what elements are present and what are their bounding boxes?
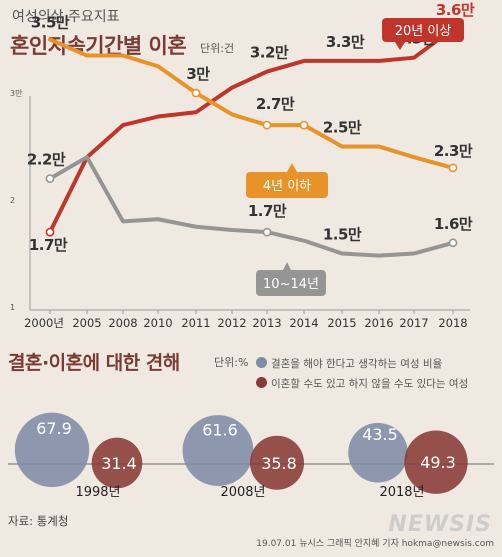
- chart2-title: 결혼·이혼에 대한 견해: [8, 352, 180, 374]
- data-label: 3.6만: [436, 1, 475, 19]
- bubble-year-label: 1998년: [75, 485, 120, 500]
- data-label: 1.7만: [248, 202, 287, 220]
- series-line-2: [48, 155, 455, 258]
- series-tag-label: 4년 이하: [263, 179, 311, 194]
- data-label: 3.3만: [326, 33, 365, 51]
- series-point: [262, 227, 272, 237]
- x-tick-label: 2008: [108, 316, 137, 330]
- x-tick-label: 2000년: [24, 316, 64, 330]
- series-tag-pointer: [283, 262, 291, 270]
- series-line-1: [48, 37, 455, 170]
- bubble-year-label: 2008년: [220, 485, 265, 500]
- bubble-divorce: [404, 430, 468, 494]
- series-tag-box: [382, 18, 464, 42]
- x-tick-label: 2010: [143, 316, 172, 330]
- x-tick-label: 2011: [181, 316, 210, 330]
- bubble-marry-value: 67.9: [36, 419, 72, 438]
- data-label: 3.5만: [31, 14, 70, 32]
- bubble-year-label: 2018년: [379, 485, 424, 500]
- data-label: 2.3만: [434, 142, 473, 160]
- bubble-divorce-value: 49.3: [420, 453, 456, 472]
- data-label: 2.2만: [27, 151, 66, 169]
- series-tag-label: 20년 이상: [395, 24, 452, 39]
- series-tag-box: [256, 270, 326, 296]
- y-tick-label: 1: [10, 303, 15, 312]
- bubble-divorce-value: 31.4: [101, 454, 137, 473]
- data-label: 1.6만: [434, 215, 473, 233]
- x-tick-label: 2013: [252, 316, 281, 330]
- bubble-marry-value: 61.6: [202, 421, 238, 440]
- legend-divorce-label: 이혼할 수도 있고 하지 않을 수도 있다는 여성: [271, 378, 469, 390]
- data-label: 3.2만: [250, 44, 289, 62]
- bubble-marry-value: 43.5: [362, 425, 398, 444]
- series-tag-pointer: [287, 163, 297, 172]
- data-label: 1.5만: [323, 226, 362, 244]
- series-tag-pointer: [395, 42, 405, 50]
- x-tick-label: 2016: [364, 316, 393, 330]
- data-label: 2.5만: [323, 119, 362, 137]
- data-label: 1.7만: [29, 236, 68, 254]
- series-tag-box: [246, 172, 328, 198]
- data-label: 3만: [186, 65, 210, 83]
- y-tick-label: 2: [10, 196, 15, 205]
- series-point: [262, 120, 272, 130]
- series-point: [45, 174, 55, 183]
- bubble-marry: [348, 422, 408, 483]
- series-point: [299, 120, 309, 130]
- x-tick-label: 2017: [399, 316, 428, 330]
- legend-marry-label: 결혼을 해야 한다고 생각하는 여성 비율: [271, 358, 443, 370]
- watermark-logo: NEWSIS: [388, 512, 492, 537]
- x-tick-label: 2012: [217, 316, 246, 330]
- legend-marry-swatch: [256, 357, 267, 368]
- x-tick-label: 2018: [438, 316, 467, 330]
- series-point: [191, 88, 201, 98]
- source-note: 자료: 통계청: [8, 514, 69, 528]
- chart1-unit: 단위:건: [200, 42, 235, 55]
- line-chart: 3만 2 1 2000년 2005 2008 2010 2011 2012 2013 2014 201…: [10, 1, 475, 330]
- data-label: 2.7만: [256, 95, 295, 113]
- series-point: [45, 227, 55, 237]
- credit-line: 19.07.01 뉴시스 그래픽 안지혜 기자 hokma@newsis.com: [256, 539, 494, 549]
- series-tag-label: 10~14년: [263, 277, 319, 292]
- bubble-divorce: [91, 437, 143, 489]
- x-tick-label: 2015: [327, 316, 356, 330]
- series-line-0: [48, 26, 455, 235]
- y-tick-label: 3만: [10, 89, 23, 98]
- bubble-divorce: [249, 435, 305, 490]
- x-tick-label: 2014: [289, 316, 318, 330]
- legend-divorce-swatch: [256, 377, 267, 388]
- series-point: [448, 163, 458, 173]
- bubble-divorce-value: 35.8: [261, 454, 297, 473]
- supertitle: 여성의삶 주요지표: [12, 9, 120, 25]
- bubble-chart: 67.9 31.4 1998년 61.6 35.8 2008년 43.5 49.3 2018년: [8, 412, 494, 500]
- bubble-marry: [182, 415, 254, 486]
- series-point: [448, 238, 458, 248]
- chart2-unit: 단위:%: [214, 356, 249, 369]
- bubble-marry: [14, 412, 90, 488]
- x-tick-label: 2005: [72, 316, 101, 330]
